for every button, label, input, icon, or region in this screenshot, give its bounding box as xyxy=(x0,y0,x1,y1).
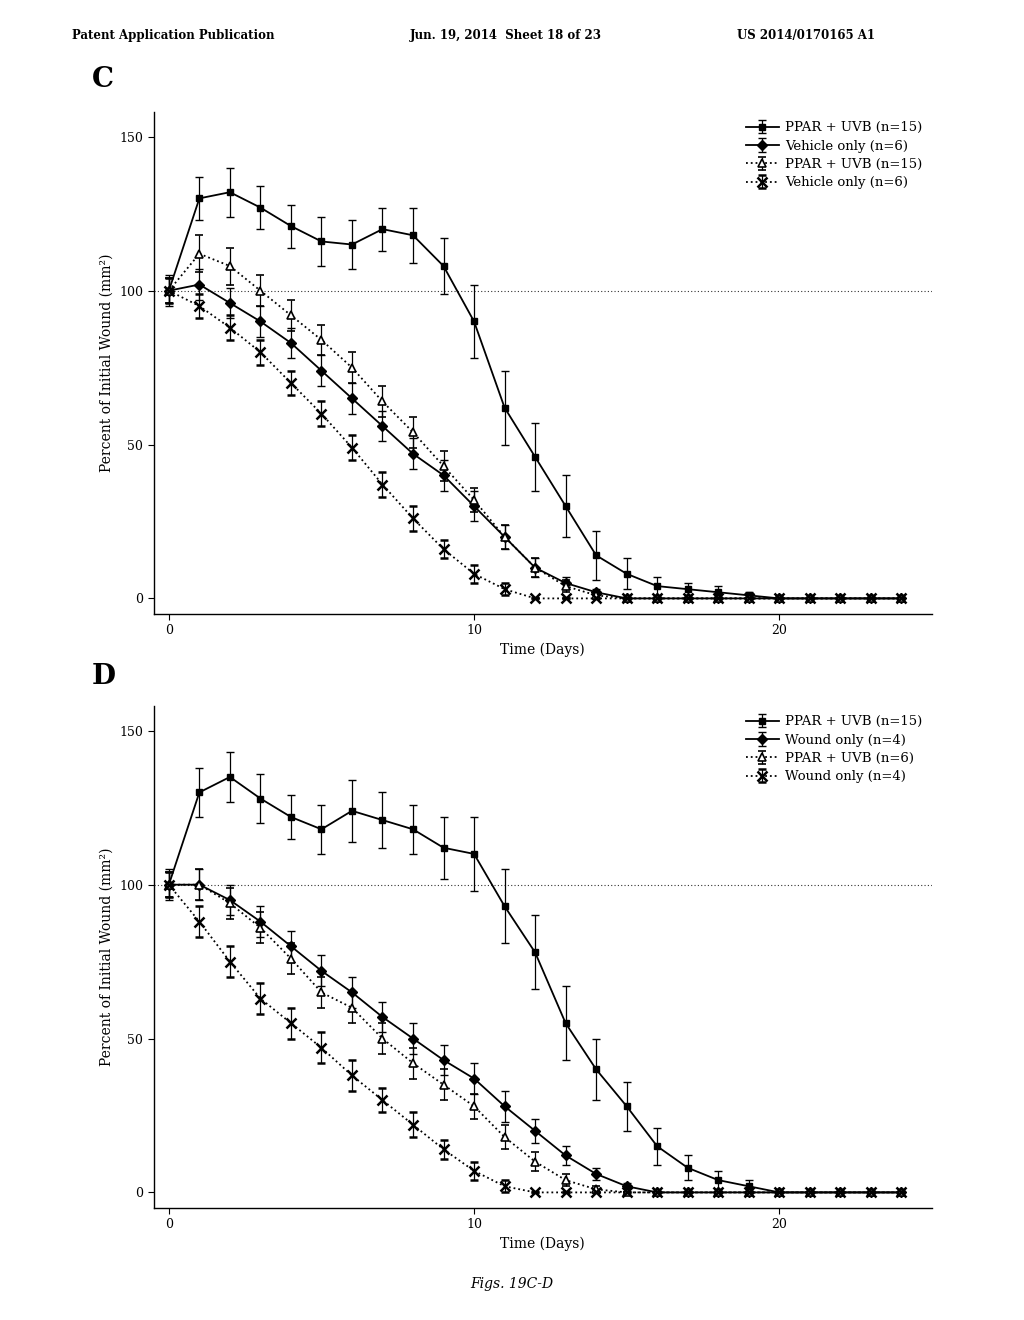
Text: Figs. 19C-D: Figs. 19C-D xyxy=(470,1276,554,1291)
Legend: PPAR + UVB (n=15), Vehicle only (n=6), PPAR + UVB (n=15), Vehicle only (n=6): PPAR + UVB (n=15), Vehicle only (n=6), P… xyxy=(740,116,928,194)
Text: Jun. 19, 2014  Sheet 18 of 23: Jun. 19, 2014 Sheet 18 of 23 xyxy=(410,29,602,42)
X-axis label: Time (Days): Time (Days) xyxy=(501,1237,585,1251)
Legend: PPAR + UVB (n=15), Wound only (n=4), PPAR + UVB (n=6), Wound only (n=4): PPAR + UVB (n=15), Wound only (n=4), PPA… xyxy=(740,710,928,788)
Text: Patent Application Publication: Patent Application Publication xyxy=(72,29,274,42)
Text: US 2014/0170165 A1: US 2014/0170165 A1 xyxy=(737,29,876,42)
Text: D: D xyxy=(92,663,116,689)
Text: C: C xyxy=(92,66,114,92)
Y-axis label: Percent of Initial Wound (mm²): Percent of Initial Wound (mm²) xyxy=(99,253,114,473)
X-axis label: Time (Days): Time (Days) xyxy=(501,643,585,657)
Y-axis label: Percent of Initial Wound (mm²): Percent of Initial Wound (mm²) xyxy=(99,847,114,1067)
